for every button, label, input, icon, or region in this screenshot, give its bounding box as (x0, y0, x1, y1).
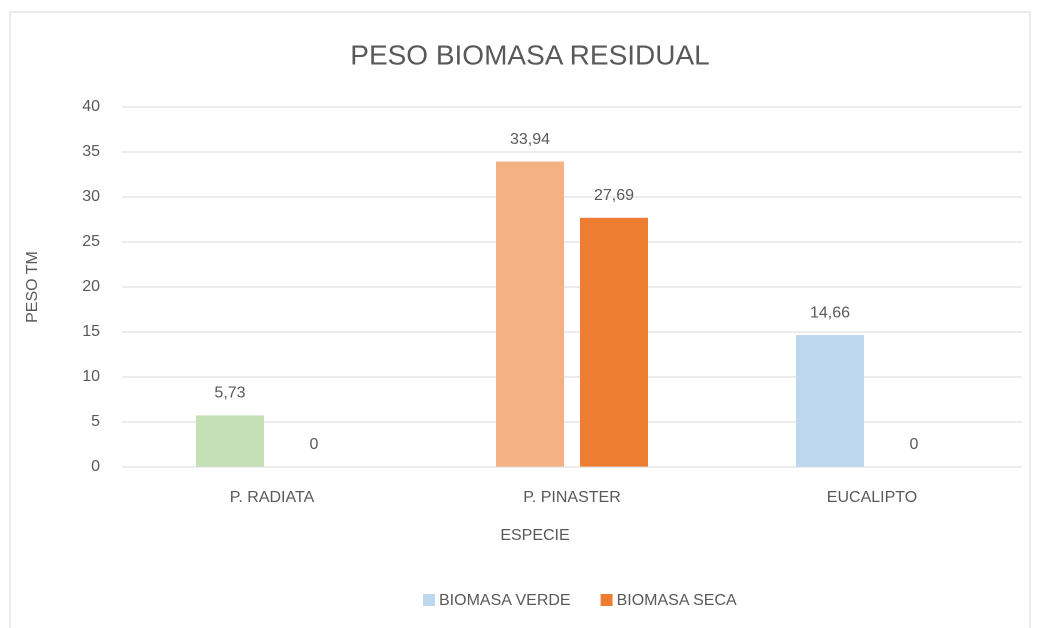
y-tick-label: 20 (82, 278, 100, 295)
legend-label: BIOMASA VERDE (439, 592, 571, 609)
bar (580, 217, 648, 467)
bar (796, 335, 864, 467)
legend-swatch (423, 594, 435, 606)
y-tick-label: 40 (82, 98, 100, 115)
y-axis-label: PESO TM (24, 251, 41, 323)
legend-swatch (600, 594, 613, 606)
legend-label: BIOMASA SECA (617, 592, 737, 609)
bar (496, 161, 564, 468)
y-tick-label: 10 (82, 368, 100, 385)
y-tick-label: 30 (82, 188, 100, 205)
y-tick-label: 5 (91, 413, 100, 430)
data-label: 14,66 (810, 304, 850, 321)
data-label: 5,73 (214, 385, 245, 402)
data-label: 0 (910, 436, 919, 453)
y-tick-label: 35 (82, 143, 100, 160)
y-tick-label: 0 (91, 458, 100, 475)
data-label: 33,94 (510, 131, 550, 148)
x-tick-label: P. PINASTER (523, 489, 621, 506)
x-tick-label: EUCALIPTO (827, 489, 917, 506)
y-tick-label: 15 (82, 323, 100, 340)
x-tick-label: P. RADIATA (230, 489, 315, 506)
data-label: 27,69 (594, 187, 634, 204)
bar (196, 415, 264, 467)
chart-title: PESO BIOMASA RESIDUAL (350, 39, 709, 70)
data-label: 0 (310, 436, 319, 453)
y-tick-label: 25 (82, 233, 100, 250)
x-axis-label: ESPECIE (500, 527, 569, 544)
